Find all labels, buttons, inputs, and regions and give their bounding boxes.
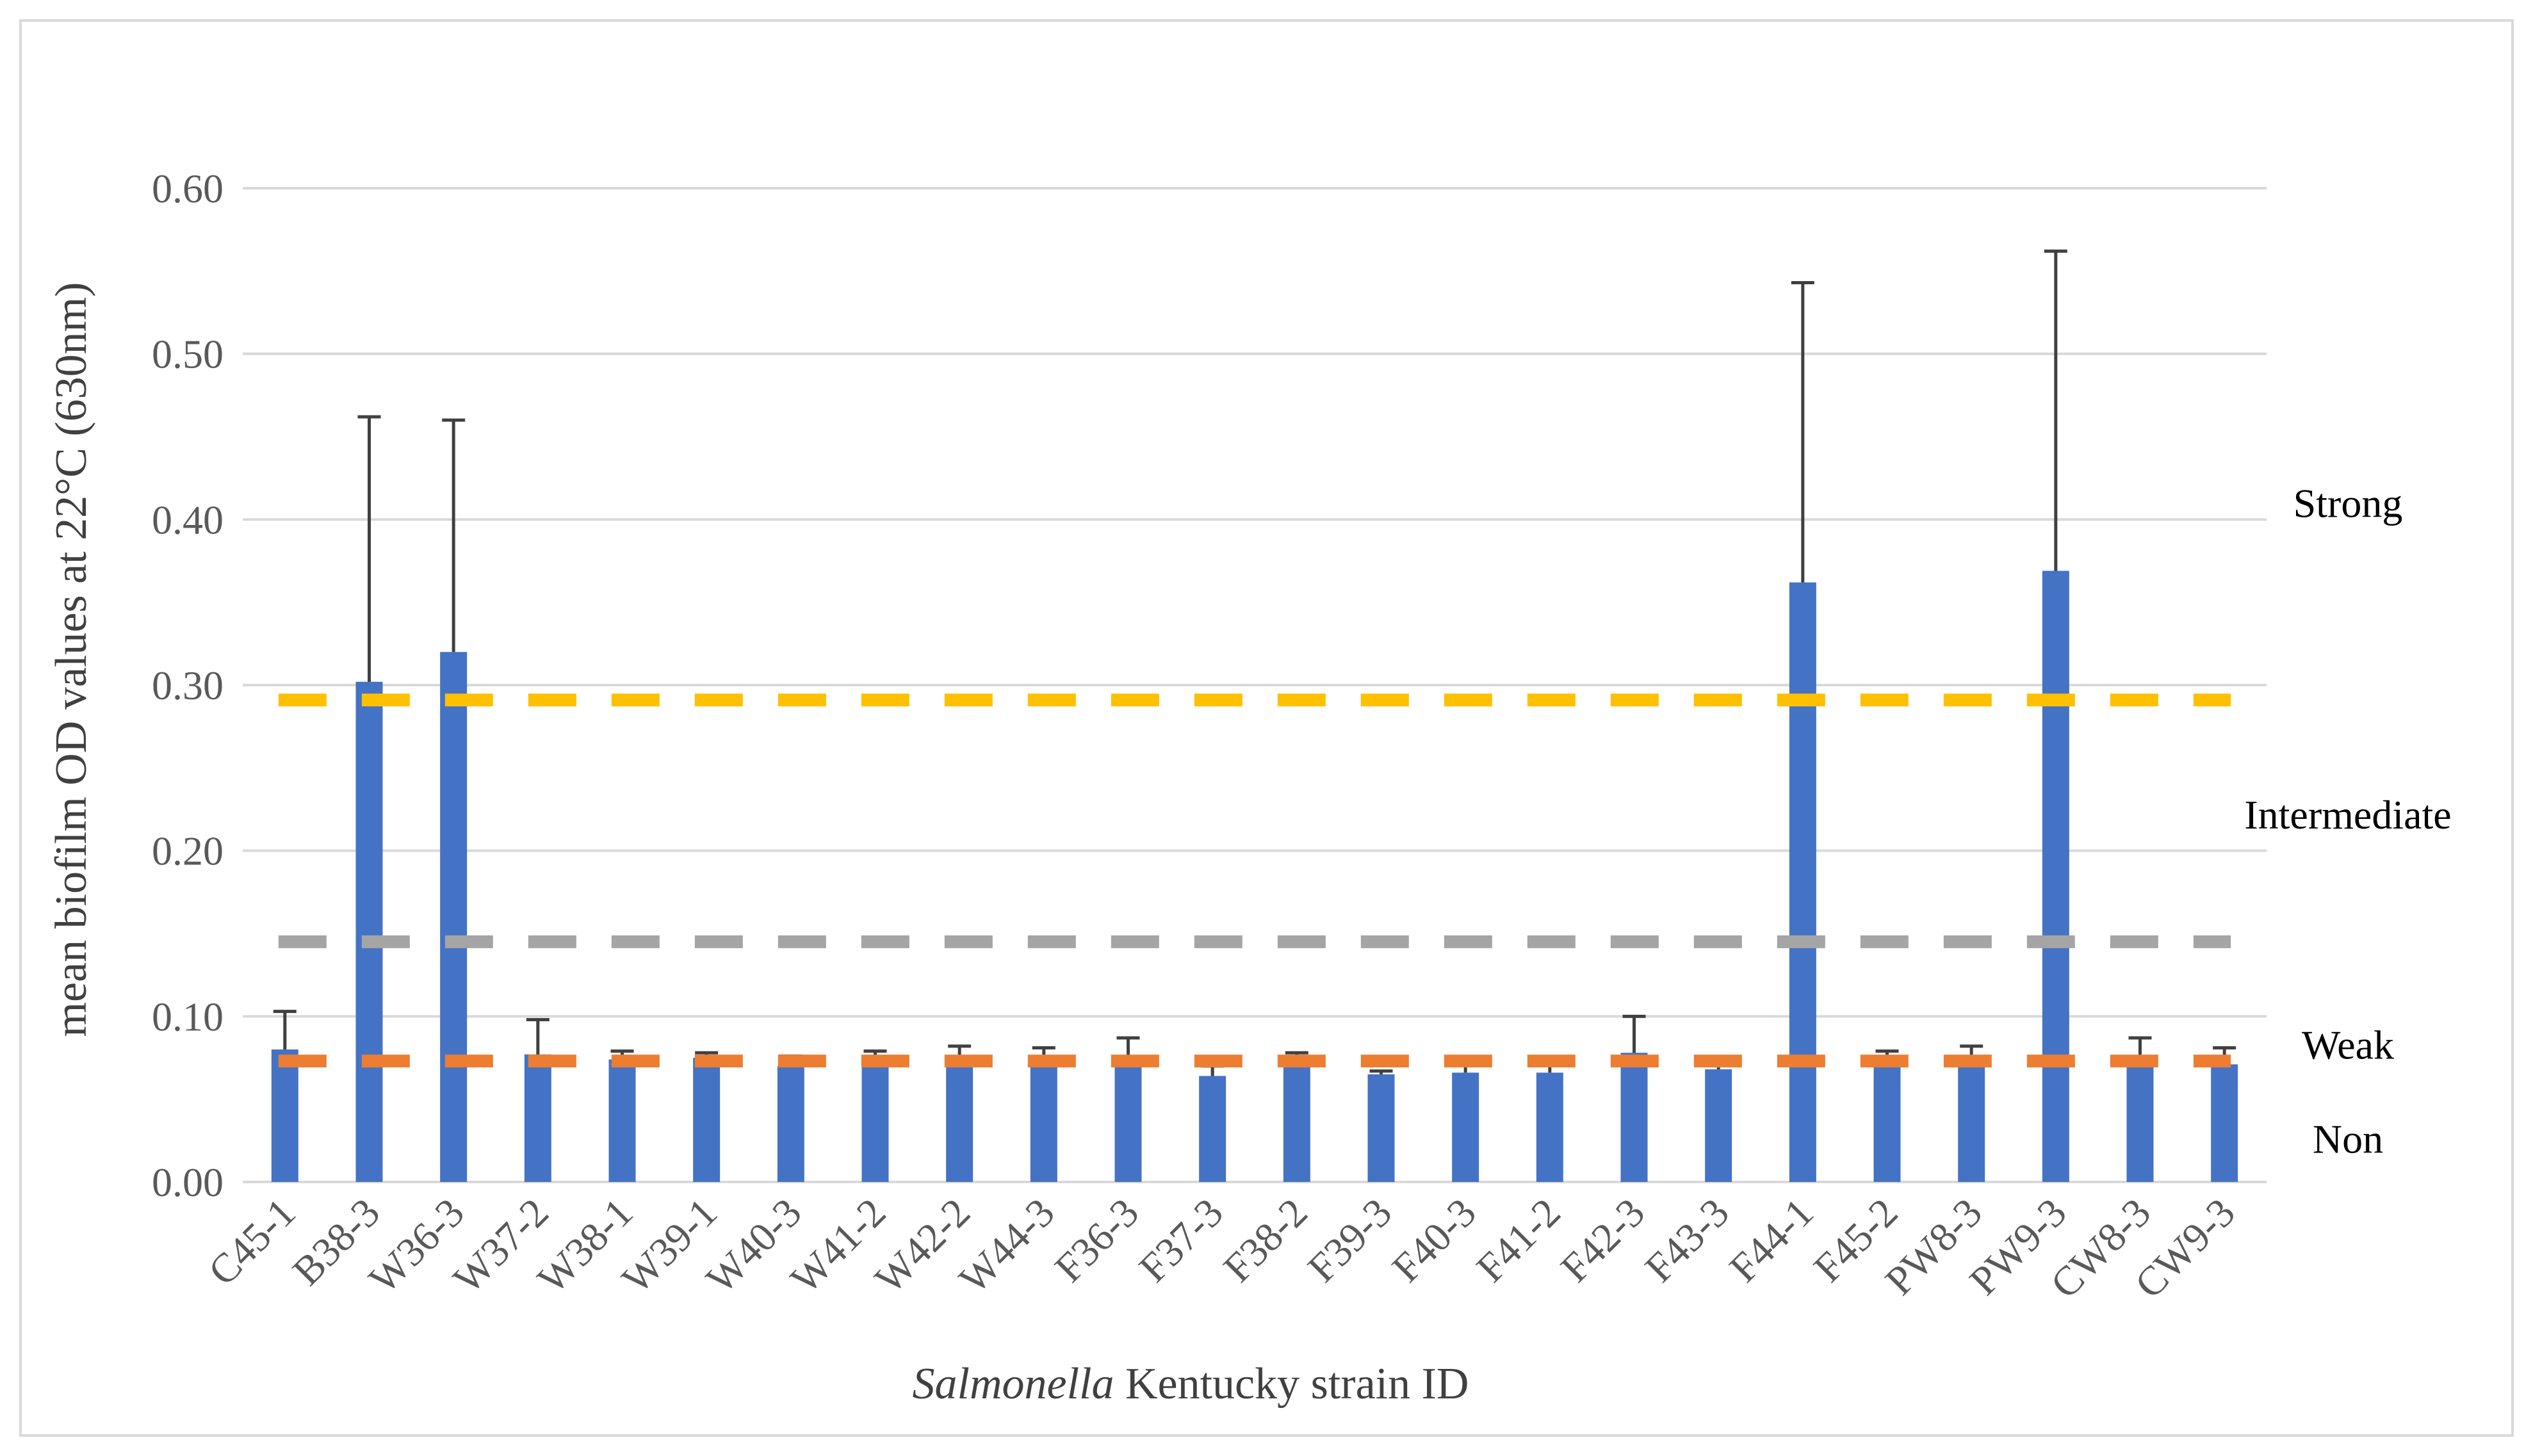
x-tick-label: W41-2: [782, 1190, 895, 1302]
error-bar: [1201, 1064, 1225, 1076]
y-tick-label: 0.20: [152, 829, 224, 874]
x-tick-label: W42-2: [866, 1190, 979, 1302]
bar: [693, 1058, 721, 1182]
error-bars: [273, 249, 2236, 1076]
y-tick-labels: 0.00 0.10 0.20 0.30 0.40 0.50 0.60: [152, 166, 224, 1205]
x-tick-label: W36-3: [360, 1190, 473, 1302]
bar: [1536, 1072, 1563, 1182]
zone-label: Non: [2313, 1117, 2383, 1162]
y-tick-label: 0.10: [152, 994, 224, 1039]
bar: [861, 1058, 889, 1182]
bar: [1873, 1059, 1901, 1182]
x-tick-label: W40-3: [697, 1190, 810, 1302]
zone-label: Weak: [2302, 1022, 2394, 1067]
error-bar: [357, 415, 381, 682]
x-tick-label: F43-3: [1636, 1190, 1738, 1291]
chart-frame: 0.00 0.10 0.20 0.30 0.40 0.50 0.60 C45-1 B38-3 W…: [19, 19, 2514, 1437]
bar: [608, 1059, 636, 1182]
bar: [1620, 1053, 1648, 1182]
x-tick-label: F44-1: [1720, 1190, 1821, 1291]
x-tick-label: F41-2: [1467, 1190, 1568, 1291]
bar: [1367, 1074, 1395, 1182]
bar: [1114, 1062, 1142, 1182]
zone-labels: Strong Intermediate Weak Non: [2244, 480, 2451, 1161]
x-tick-label: W39-1: [613, 1190, 726, 1302]
bar: [440, 652, 468, 1182]
x-tick-label: W37-2: [444, 1190, 557, 1302]
zone-label: Intermediate: [2244, 792, 2451, 837]
chart-svg: 0.00 0.10 0.20 0.30 0.40 0.50 0.60 C45-1B38-3W…: [47, 166, 2452, 1409]
bar: [271, 1049, 298, 1182]
bar: [1030, 1065, 1057, 1182]
x-tick-label: PW8-3: [1877, 1190, 1991, 1304]
bar: [355, 681, 383, 1182]
x-tick-label: F39-3: [1299, 1190, 1400, 1291]
y-tick-label: 0.50: [152, 332, 224, 377]
gridlines: [243, 187, 2267, 1183]
x-axis-title-italic: Salmonella: [913, 1359, 1114, 1409]
x-tick-label: C45-1: [199, 1190, 304, 1294]
x-tick-label: F40-3: [1383, 1190, 1485, 1291]
x-tick-label: W44-3: [950, 1190, 1063, 1302]
bar: [524, 1054, 551, 1182]
y-tick-label: 0.60: [152, 166, 224, 211]
x-tick-label: W38-1: [529, 1190, 642, 1302]
bar: [1789, 582, 1816, 1182]
y-tick-label: 0.00: [152, 1160, 224, 1205]
threshold-lines: [278, 693, 2231, 1068]
x-tick-label: F36-3: [1046, 1190, 1147, 1291]
bar: [946, 1059, 973, 1182]
error-bar: [1622, 1014, 1646, 1053]
y-tick-label: 0.40: [152, 497, 224, 542]
x-tick-label: F42-3: [1552, 1190, 1653, 1291]
x-tick-labels: C45-1B38-3W36-3W37-2W38-1W39-1W40-3W41-2…: [199, 1190, 2244, 1307]
error-bar: [273, 1010, 297, 1050]
bar: [1283, 1065, 1310, 1182]
bar: [2126, 1059, 2154, 1182]
error-bar: [2044, 249, 2067, 571]
x-tick-label: F37-3: [1130, 1190, 1232, 1291]
error-bar: [1369, 1069, 1393, 1074]
bars: [271, 570, 2238, 1182]
x-axis-title: Salmonella Kentucky strain ID: [913, 1359, 1469, 1409]
bar: [777, 1065, 804, 1182]
bar: [2211, 1064, 2238, 1182]
bar: [1958, 1059, 1985, 1182]
bar: [1705, 1069, 1732, 1182]
error-bar: [1791, 280, 1814, 583]
x-tick-label: F38-2: [1214, 1190, 1315, 1291]
bar: [1452, 1072, 1479, 1182]
zone-label: Strong: [2293, 480, 2403, 526]
error-bar: [442, 418, 466, 652]
y-axis-title: mean biofilm OD values at 22°C (630nm): [47, 282, 96, 1037]
y-tick-label: 0.30: [152, 663, 224, 708]
error-bar: [526, 1018, 550, 1055]
bar: [2042, 570, 2069, 1182]
bar: [1199, 1076, 1226, 1182]
x-axis-title-rest: Kentucky strain ID: [1114, 1359, 1469, 1409]
